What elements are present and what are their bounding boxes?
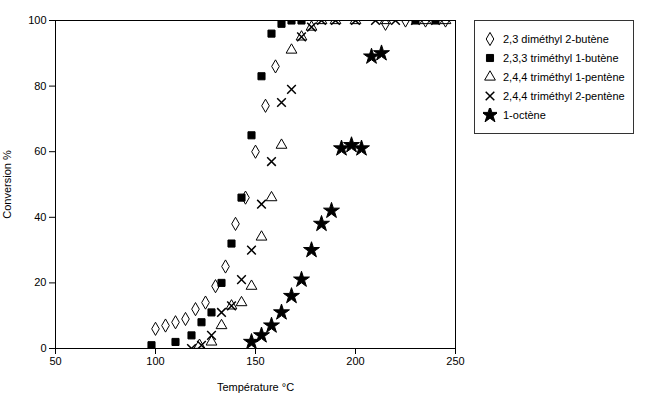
- html-text:2,3,3 triméthyl 1-butène: 2,3,3 triméthyl 1-butène: [503, 52, 619, 64]
- svg-text:0: 0: [40, 342, 46, 354]
- html-text:2,4,4 triméthyl 2-pentène: 2,4,4 triméthyl 2-pentène: [503, 90, 625, 102]
- svg-text:40: 40: [34, 211, 46, 223]
- html-text:2,4,4 triméthyl 1-pentène: 2,4,4 triméthyl 1-pentène: [503, 71, 625, 83]
- svg-text:20: 20: [34, 276, 46, 288]
- svg-text:200: 200: [346, 355, 364, 367]
- svg-text:80: 80: [34, 80, 46, 92]
- svg-text:Température °C: Température °C: [217, 381, 294, 393]
- html-text:1-octène: 1-octène: [503, 109, 546, 121]
- svg-text:100: 100: [146, 355, 164, 367]
- svg-text:Conversion %: Conversion %: [1, 150, 13, 219]
- svg-text:100: 100: [28, 14, 46, 26]
- svg-text:60: 60: [34, 145, 46, 157]
- html-text:2,3 diméthyl 2-butène: 2,3 diméthyl 2-butène: [503, 33, 609, 45]
- svg-text:50: 50: [49, 355, 61, 367]
- svg-text:150: 150: [246, 355, 264, 367]
- svg-text:250: 250: [446, 355, 464, 367]
